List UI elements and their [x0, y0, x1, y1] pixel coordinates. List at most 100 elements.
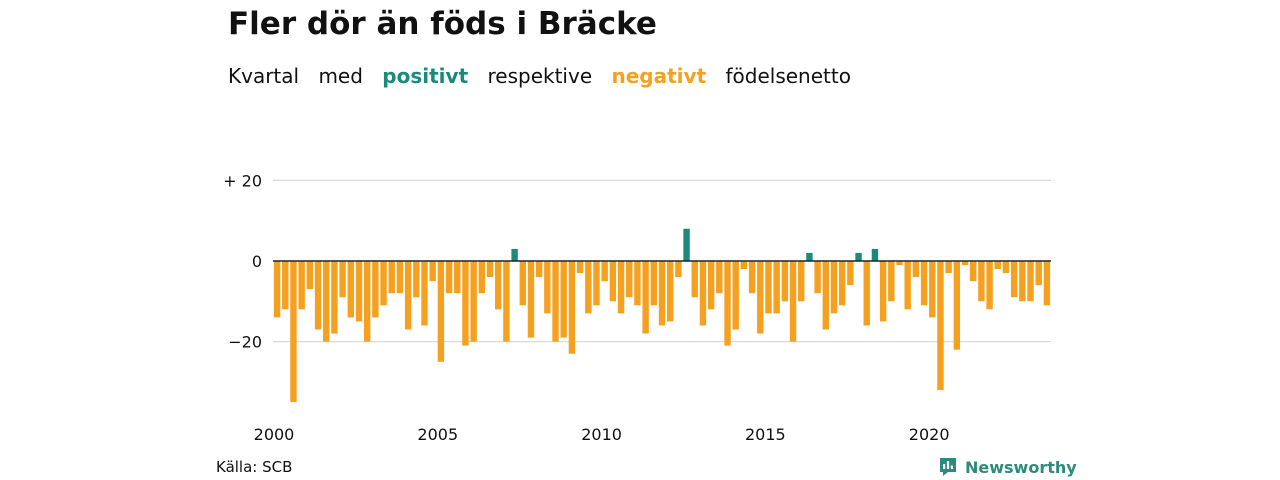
- subtitle-text-2: med: [318, 64, 363, 88]
- bar: [396, 261, 404, 294]
- bar: [617, 261, 625, 314]
- bar: [470, 261, 477, 342]
- subtitle-text-3: respektive: [487, 64, 593, 88]
- bar: [1010, 261, 1018, 298]
- bar: [863, 261, 870, 326]
- bar: [552, 261, 559, 342]
- bar: [855, 252, 862, 261]
- x-tick-label: 2010: [581, 425, 622, 444]
- x-tick-label: 2020: [909, 425, 950, 444]
- bar: [994, 261, 1001, 270]
- bar: [667, 261, 674, 322]
- brand-name: Newsworthy: [965, 457, 1077, 477]
- bar: [576, 261, 584, 274]
- subtitle-text-1: Kvartal: [228, 64, 300, 88]
- bar: [765, 261, 772, 314]
- bar: [798, 261, 805, 302]
- bar: [429, 261, 436, 282]
- bar: [748, 261, 756, 294]
- bar: [527, 261, 535, 338]
- subtitle-negative-word: negativt: [611, 64, 707, 88]
- bar: [773, 261, 780, 314]
- bar: [519, 261, 526, 306]
- bar: [789, 261, 797, 342]
- bar: [1043, 261, 1051, 306]
- bar: [437, 261, 445, 362]
- y-tick-label: 0: [252, 252, 262, 271]
- chart-subtitle: Kvartal med positivt respektive negativt…: [228, 64, 864, 88]
- bar: [970, 261, 977, 282]
- bar: [544, 261, 551, 314]
- bar: [961, 261, 969, 266]
- bar: [560, 261, 567, 338]
- bar: [642, 261, 649, 334]
- bar: [650, 261, 658, 306]
- bar: [781, 261, 789, 302]
- bar: [757, 261, 764, 334]
- x-tick-label: 2005: [417, 425, 458, 444]
- bar: [1019, 261, 1026, 302]
- bar: [495, 261, 502, 310]
- bar: [724, 261, 731, 346]
- bar: [871, 248, 879, 261]
- bar: [978, 261, 985, 302]
- bar: [945, 261, 952, 274]
- subtitle-text-4: födelsenetto: [725, 64, 851, 88]
- bar: [282, 261, 289, 310]
- bar: [986, 261, 993, 310]
- bar: [306, 261, 314, 290]
- bar: [454, 261, 461, 294]
- bar: [838, 261, 846, 306]
- bar: [585, 261, 592, 314]
- bar: [298, 261, 305, 310]
- bar: [806, 252, 813, 261]
- bar: [699, 261, 707, 326]
- bar: [511, 248, 518, 261]
- bar: [290, 261, 297, 403]
- chart-title: Fler dör än föds i Bräcke: [228, 6, 657, 42]
- bar: [372, 261, 379, 318]
- bar: [413, 261, 420, 298]
- bar: [879, 261, 887, 322]
- bar: [339, 261, 346, 298]
- bar: [273, 261, 281, 318]
- bar: [388, 261, 395, 294]
- bar: [847, 261, 854, 286]
- bar: [716, 261, 723, 294]
- bar: [920, 261, 928, 306]
- bar: [347, 261, 354, 318]
- x-tick-label: 2000: [254, 425, 295, 444]
- bar: [486, 261, 494, 278]
- bar: [1035, 261, 1042, 286]
- bar: [601, 261, 608, 282]
- bar: [740, 261, 748, 270]
- brand-logo: Newsworthy: [938, 456, 1077, 478]
- bar: [404, 261, 412, 330]
- bar: [323, 261, 330, 342]
- bar: [683, 228, 690, 261]
- bar: [421, 261, 428, 326]
- bar: [626, 261, 633, 298]
- bar: [568, 261, 576, 354]
- bar: [634, 261, 641, 306]
- source-note: Källa: SCB: [216, 458, 293, 476]
- bar: [363, 261, 371, 342]
- bar: [953, 261, 961, 350]
- bar: [380, 261, 387, 306]
- x-tick-label: 2015: [745, 425, 786, 444]
- bar: [822, 261, 829, 330]
- bar: [609, 261, 617, 302]
- bar: [896, 261, 903, 266]
- bar: [912, 261, 920, 278]
- subtitle-positive-word: positivt: [382, 64, 469, 88]
- bar: [331, 261, 338, 334]
- y-tick-label: −20: [228, 333, 262, 352]
- bar: [937, 261, 944, 390]
- bar: [732, 261, 739, 330]
- bar: [503, 261, 510, 342]
- bar: [929, 261, 936, 318]
- bar: [355, 261, 363, 322]
- bar: [814, 261, 821, 294]
- bar: [462, 261, 469, 346]
